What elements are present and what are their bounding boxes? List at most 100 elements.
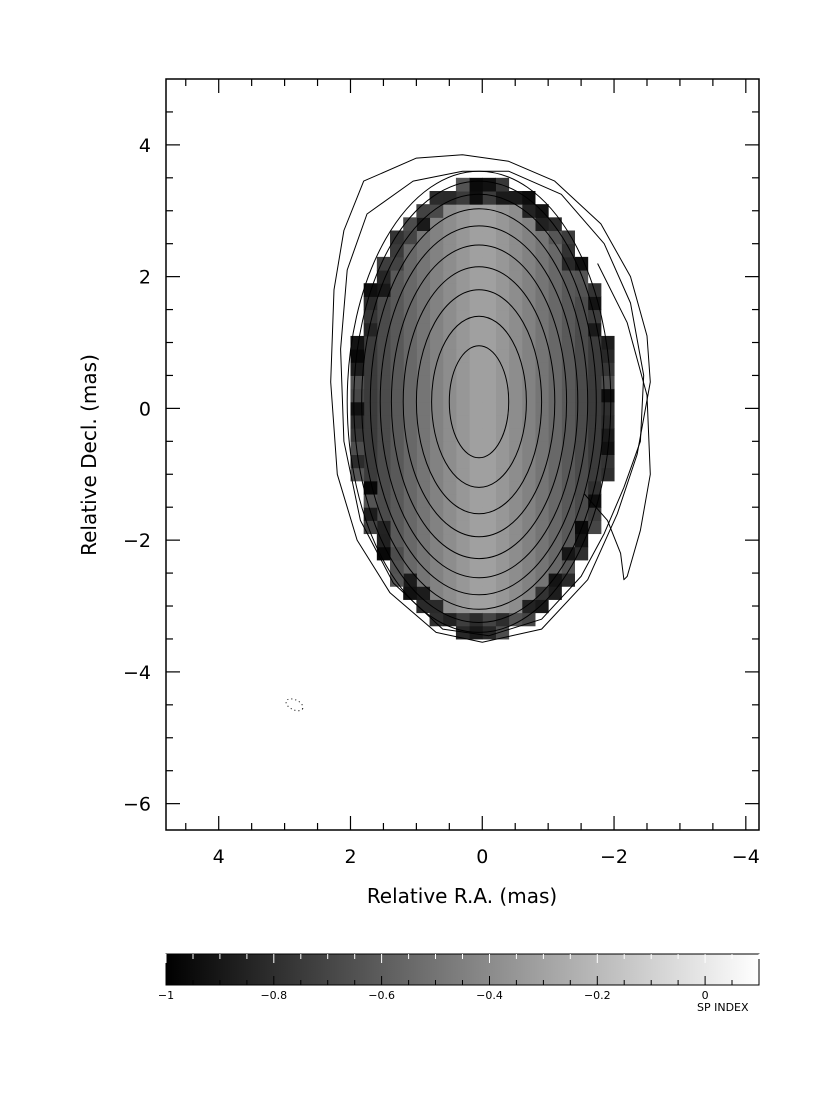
- map-pixel: [469, 270, 483, 284]
- map-pixel: [390, 546, 404, 561]
- map-pixel: [508, 204, 523, 218]
- map-pixel: [534, 454, 549, 469]
- map-pixel: [508, 573, 523, 587]
- map-pixel: [403, 546, 417, 561]
- map-pixel: [482, 533, 496, 548]
- map-pixel: [561, 480, 576, 495]
- map-pixel: [548, 375, 562, 390]
- map-pixel: [508, 520, 523, 535]
- map-pixel: [442, 573, 457, 587]
- map-pixel: [455, 520, 470, 535]
- map-pixel: [469, 559, 483, 574]
- map-pixel: [429, 256, 444, 271]
- map-pixel: [600, 362, 615, 376]
- map-pixel: [482, 177, 496, 192]
- map-pixel: [482, 335, 496, 350]
- y-tick-label: −6: [123, 794, 151, 816]
- map-pixel: [561, 388, 576, 403]
- map-pixel: [495, 296, 510, 311]
- map-pixel: [521, 362, 536, 376]
- map-pixel: [429, 296, 444, 311]
- map-pixel: [455, 428, 470, 442]
- map-pixel: [495, 388, 510, 403]
- contour-level: [369, 208, 589, 596]
- map-pixel: [574, 283, 589, 297]
- noise-contour: [285, 698, 304, 712]
- map-pixel: [482, 586, 496, 600]
- map-pixel: [429, 335, 444, 350]
- map-pixel: [390, 309, 404, 324]
- map-pixel: [521, 573, 536, 587]
- map-pixel: [416, 217, 431, 232]
- map-pixel: [455, 494, 470, 508]
- map-pixel: [363, 428, 378, 442]
- map-pixel: [403, 533, 417, 548]
- map-pixel: [574, 270, 589, 284]
- map-pixel: [508, 612, 523, 627]
- colorbar-tick-label: −0.8: [260, 989, 287, 1002]
- map-pixel: [376, 414, 391, 429]
- y-tick-label: 2: [139, 267, 151, 289]
- map-pixel: [495, 586, 510, 600]
- map-pixel: [455, 230, 470, 245]
- map-pixel: [390, 414, 404, 429]
- map-pixel: [416, 322, 431, 337]
- map-pixel: [495, 217, 510, 232]
- map-pixel: [508, 401, 523, 416]
- map-pixel: [600, 428, 615, 442]
- map-pixel: [521, 441, 536, 455]
- map-pixel: [548, 586, 562, 600]
- map-pixel: [482, 454, 496, 469]
- map-pixel: [429, 480, 444, 495]
- map-pixel: [521, 480, 536, 495]
- map-pixel: [495, 335, 510, 350]
- map-pixel: [482, 322, 496, 337]
- map-pixel: [548, 546, 562, 561]
- map-pixel: [429, 546, 444, 561]
- map-pixel: [574, 414, 589, 429]
- map-pixel: [482, 283, 496, 297]
- map-pixel: [429, 375, 444, 390]
- map-pixel: [455, 401, 470, 416]
- map-pixel: [574, 349, 589, 363]
- map-pixel: [455, 454, 470, 469]
- map-pixel: [521, 612, 536, 627]
- map-pixel: [442, 586, 457, 600]
- map-pixel: [574, 401, 589, 416]
- intensity-contours: [285, 154, 651, 712]
- map-pixel: [469, 586, 483, 600]
- map-pixel: [469, 230, 483, 245]
- map-pixel: [390, 375, 404, 390]
- map-pixel: [469, 441, 483, 455]
- map-pixel: [442, 414, 457, 429]
- map-pixel: [521, 217, 536, 232]
- map-pixel: [587, 494, 602, 508]
- map-pixel: [574, 454, 589, 469]
- y-tick-label: −4: [123, 662, 151, 684]
- map-pixel: [442, 441, 457, 455]
- map-pixel: [363, 467, 378, 482]
- map-pixel: [534, 599, 549, 614]
- map-pixel: [534, 467, 549, 482]
- map-pixel: [534, 375, 549, 390]
- map-pixel: [534, 414, 549, 429]
- map-pixel: [403, 283, 417, 297]
- map-pixel: [376, 309, 391, 324]
- map-pixel: [363, 494, 378, 508]
- map-pixel: [376, 507, 391, 521]
- map-pixel: [482, 296, 496, 311]
- map-pixel: [587, 349, 602, 363]
- map-pixel: [521, 388, 536, 403]
- map-pixel: [548, 467, 562, 482]
- map-pixel: [442, 190, 457, 205]
- map-pixel: [508, 454, 523, 469]
- map-pixel: [363, 480, 378, 495]
- map-pixel: [455, 177, 470, 192]
- map-pixel: [403, 573, 417, 587]
- map-pixel: [521, 414, 536, 429]
- map-pixel: [429, 190, 444, 205]
- map-pixel: [574, 546, 589, 561]
- map-pixel: [482, 362, 496, 376]
- map-pixel: [416, 243, 431, 258]
- map-pixel: [442, 454, 457, 469]
